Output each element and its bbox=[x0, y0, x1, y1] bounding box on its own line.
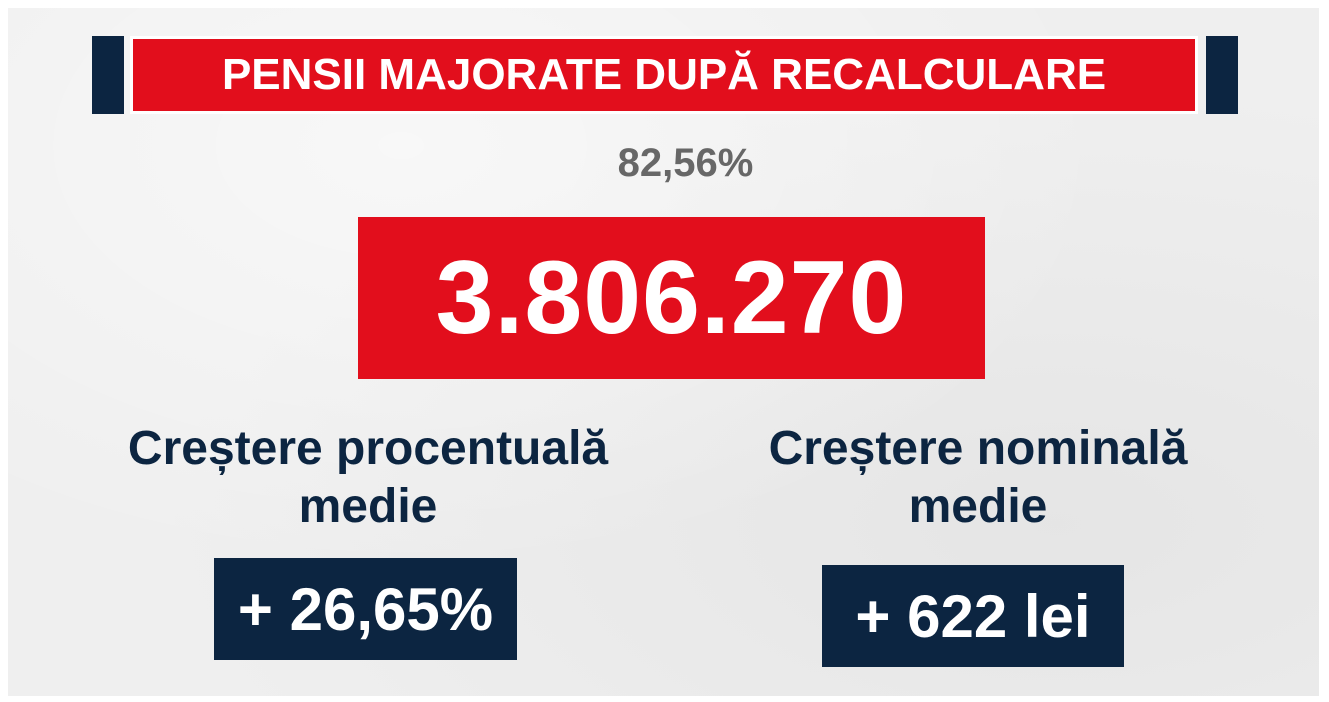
percent-label: 82,56% bbox=[617, 141, 754, 185]
percentage-increase-box: + 26,65% bbox=[214, 558, 517, 660]
nominal-increase-caption-line2: medie bbox=[908, 480, 1048, 533]
header-title: PENSII MAJORATE DUPĂ RECALCULARE bbox=[221, 50, 1107, 99]
total-number: 3.806.270 bbox=[435, 239, 908, 356]
nominal-increase-box: + 622 lei bbox=[822, 565, 1124, 667]
header-banner: PENSII MAJORATE DUPĂ RECALCULARE bbox=[130, 36, 1198, 114]
percentage-increase-value: + 26,65% bbox=[237, 575, 494, 643]
percentage-increase-caption-line1: Creștere procentuală bbox=[127, 422, 609, 475]
nominal-increase-caption: Creștere nominală medie bbox=[698, 420, 1258, 536]
total-box: 3.806.270 bbox=[358, 217, 985, 379]
percentage-increase-caption: Creștere procentuală medie bbox=[88, 420, 648, 536]
header-left-accent bbox=[92, 36, 124, 114]
nominal-increase-value: + 622 lei bbox=[855, 582, 1091, 650]
infographic-canvas: PENSII MAJORATE DUPĂ RECALCULARE 82,56% … bbox=[8, 8, 1319, 696]
nominal-increase-caption-line1: Creștere nominală bbox=[768, 422, 1188, 475]
header-right-accent bbox=[1206, 36, 1238, 114]
percentage-increase-caption-line2: medie bbox=[298, 480, 438, 533]
